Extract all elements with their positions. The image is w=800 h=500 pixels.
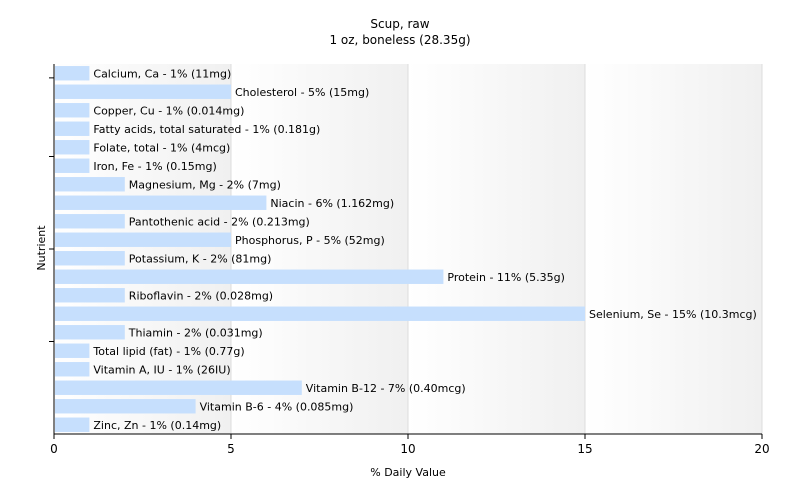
gridlines [230, 64, 763, 434]
bar-label: Folate, total - 1% (4mcg) [93, 141, 230, 154]
y-axis-title: Nutrient [35, 225, 48, 271]
x-tick-label: 0 [50, 442, 58, 456]
bar-label: Phosphorus, P - 5% (52mg) [235, 234, 385, 247]
x-tick-label: 20 [754, 442, 769, 456]
bar-label: Magnesium, Mg - 2% (7mg) [129, 178, 281, 191]
plot-band [585, 64, 762, 434]
bar-label: Calcium, Ca - 1% (11mg) [93, 67, 231, 80]
bar [55, 380, 302, 395]
bar [55, 399, 196, 414]
bar-label: Niacin - 6% (1.162mg) [270, 197, 394, 210]
bar [55, 158, 90, 173]
bar-label: Riboflavin - 2% (0.028mg) [129, 289, 273, 302]
bar-label: Vitamin B-6 - 4% (0.085mg) [200, 400, 354, 413]
bar [55, 251, 125, 266]
bar [55, 325, 125, 340]
axis-ticks: 0 5 10 15 20 [49, 77, 770, 456]
plot-background [54, 64, 762, 434]
bar-label: Vitamin B-12 - 7% (0.40mcg) [306, 382, 466, 395]
bar [55, 103, 90, 118]
bar [55, 288, 125, 303]
bar [55, 214, 125, 229]
bar-label: Fatty acids, total saturated - 1% (0.181… [93, 123, 320, 136]
bar [55, 417, 90, 432]
bar [55, 66, 90, 81]
chart-subtitle: 1 oz, boneless (28.35g) [329, 33, 470, 47]
bars [55, 66, 585, 432]
bar [55, 232, 231, 247]
bar-label: Copper, Cu - 1% (0.014mg) [93, 104, 244, 117]
bar-label: Thiamin - 2% (0.031mg) [128, 326, 263, 339]
bar [55, 306, 585, 321]
x-tick-label: 5 [227, 442, 235, 456]
x-tick-label: 15 [577, 442, 592, 456]
bar-label: Potassium, K - 2% (81mg) [129, 252, 272, 265]
bar [55, 195, 267, 210]
x-axis-title: % Daily Value [370, 466, 446, 479]
bar [55, 362, 90, 377]
bar-label: Cholesterol - 5% (15mg) [235, 86, 369, 99]
bar-label: Selenium, Se - 15% (10.3mcg) [589, 308, 757, 321]
bar [55, 177, 125, 192]
bar-label: Protein - 11% (5.35g) [447, 271, 565, 284]
plot-band [408, 64, 585, 434]
bar-label: Zinc, Zn - 1% (0.14mg) [93, 419, 221, 432]
bar [55, 343, 90, 358]
plot-band [54, 64, 231, 434]
bar-label: Pantothenic acid - 2% (0.213mg) [129, 215, 310, 228]
plot-band [231, 64, 408, 434]
bar [55, 269, 444, 284]
chart-title: Scup, raw [370, 17, 429, 31]
bar-label: Vitamin A, IU - 1% (26IU) [93, 363, 230, 376]
bar-label: Iron, Fe - 1% (0.15mg) [93, 160, 216, 173]
bar [55, 140, 90, 155]
bar [55, 84, 231, 99]
bar-label: Total lipid (fat) - 1% (0.77g) [92, 345, 244, 358]
bar-labels: Calcium, Ca - 1% (11mg) Cholesterol - 5% … [92, 67, 756, 432]
x-tick-label: 10 [400, 442, 415, 456]
bar [55, 121, 90, 136]
